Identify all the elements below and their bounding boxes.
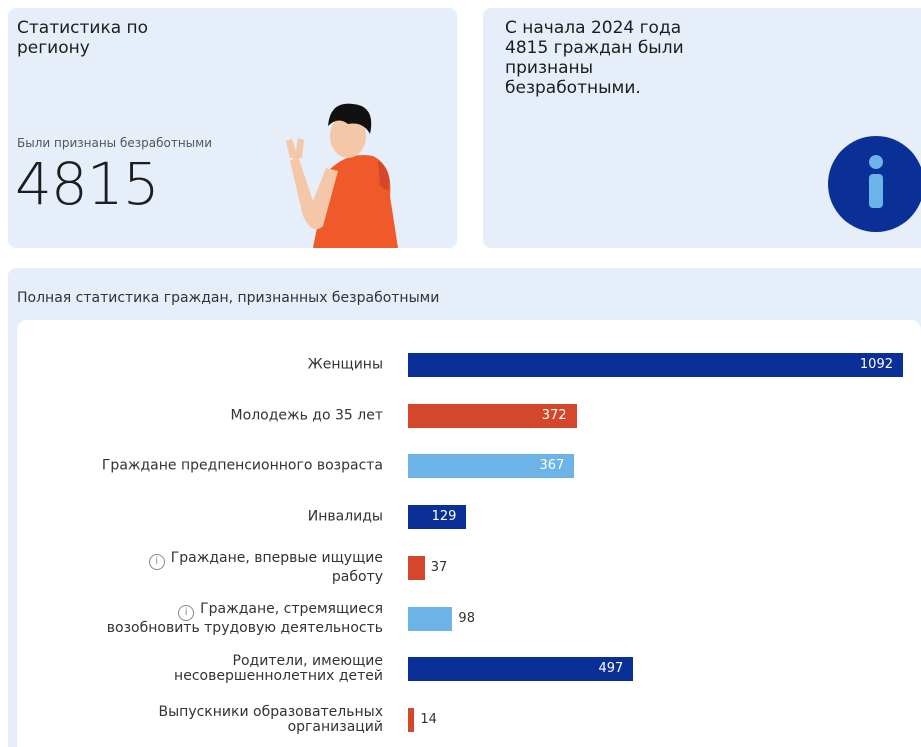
category-text: Граждане, стремящиеся возобновить трудов…: [107, 601, 383, 636]
info-icon: i: [149, 554, 165, 570]
card-title: Статистика по региону: [17, 18, 148, 58]
category-text: Выпускники образовательных организаций: [159, 704, 383, 735]
value-label: 497: [573, 657, 623, 681]
value-label: 37: [431, 556, 448, 580]
region-card: Статистика по региону Были признаны безр…: [8, 8, 457, 248]
bar-row: Молодежь до 35 лет 372: [17, 391, 921, 441]
category-text: Родители, имеющие несовершеннолетних дет…: [174, 653, 383, 684]
bar-row: Граждане предпенсионного возраста 367: [17, 441, 921, 491]
category-label: Граждане предпенсионного возраста: [23, 459, 383, 474]
info-card: С начала 2024 года 4815 граждан были при…: [483, 8, 921, 248]
category-label: Женщины: [23, 358, 383, 373]
category-label: Родители, имеющие несовершеннолетних дет…: [23, 654, 383, 684]
bar-row: i Граждане, впервые ищущие работу 37: [17, 543, 921, 593]
value-label: 98: [458, 607, 475, 631]
info-icon: i: [178, 605, 194, 621]
bar: [408, 353, 903, 377]
category-text: Инвалиды: [308, 509, 383, 525]
category-label: Инвалиды: [23, 510, 383, 525]
category-text: Граждане, впервые ищущие работу: [171, 550, 383, 585]
card-value: 4815: [15, 150, 159, 218]
bar-row: Инвалиды 129: [17, 492, 921, 542]
bar-row: Женщины 1092: [17, 340, 921, 390]
category-text: Женщины: [308, 357, 383, 373]
illustration: [268, 96, 408, 248]
page: Статистика по региону Были признаны безр…: [0, 0, 921, 747]
category-label: Выпускники образовательных организаций: [23, 705, 383, 735]
value-label: 14: [420, 708, 437, 732]
chart: Женщины 1092 Молодежь до 35 лет 372 Граждане…: [17, 320, 921, 747]
bar-row: Родители, имеющие несовершеннолетних дет…: [17, 644, 921, 694]
info-text: С начала 2024 года 4815 граждан были при…: [505, 18, 684, 98]
card-label: Были признаны безработными: [17, 136, 212, 150]
category-text: Граждане предпенсионного возраста: [102, 458, 383, 474]
bar-row: Выпускники образовательных организаций 14: [17, 695, 921, 745]
bar: [408, 708, 414, 732]
category-label: Молодежь до 35 лет: [23, 408, 383, 423]
category-text: Молодежь до 35 лет: [231, 407, 383, 423]
bar: [408, 556, 425, 580]
stats-panel: Полная статистика граждан, признанных бе…: [8, 268, 921, 747]
value-label: 372: [517, 404, 567, 428]
chart-title: Полная статистика граждан, признанных бе…: [17, 290, 439, 306]
value-label: 367: [514, 454, 564, 478]
bar: [408, 607, 452, 631]
info-icon: [828, 136, 921, 232]
value-label: 1092: [843, 353, 893, 377]
value-label: 129: [406, 505, 456, 529]
category-label: i Граждане, впервые ищущие работу: [23, 551, 383, 585]
